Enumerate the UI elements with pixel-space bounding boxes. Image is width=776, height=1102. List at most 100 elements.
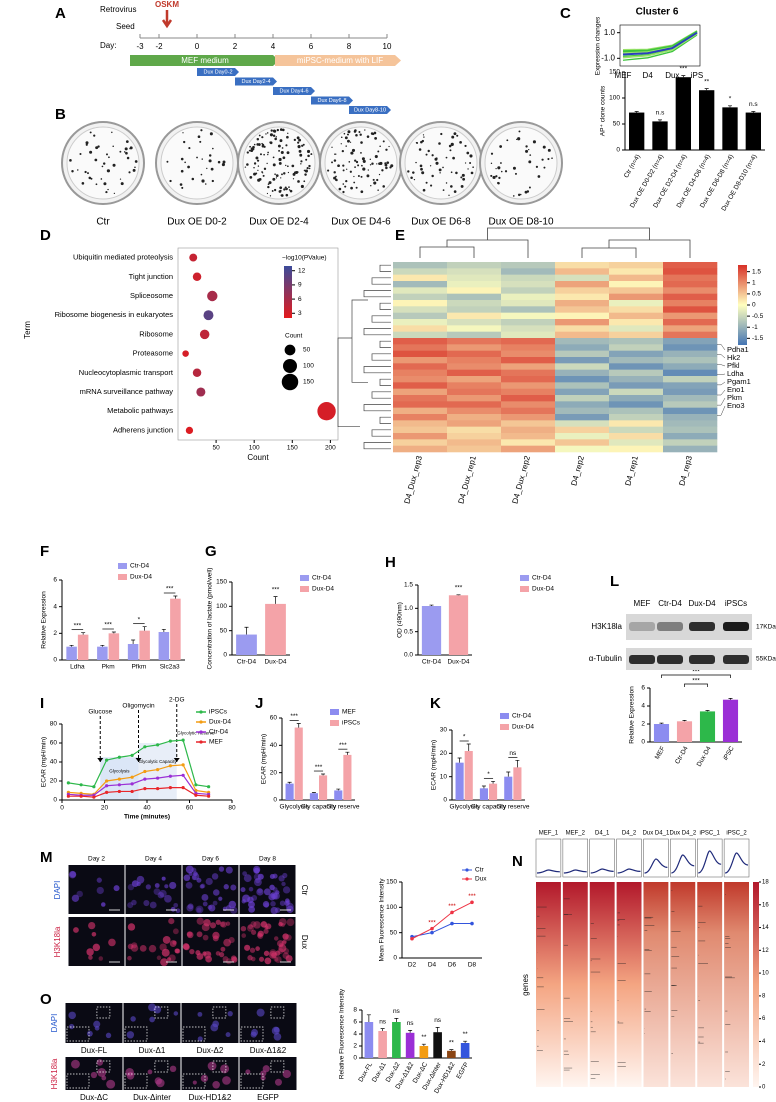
y-axis-label: Relative Expression [629,686,636,744]
colony [413,178,416,181]
nucleus [263,950,270,957]
colorbar-tick: 6 [762,1016,766,1022]
heatmap-cell [501,445,556,453]
colony [462,177,466,181]
x-tick-label: Pkm [102,664,115,671]
nucleus [108,938,116,947]
nucleus [202,934,209,941]
colony [439,172,441,174]
nucleus [260,1070,267,1077]
heatmap-cell [501,268,556,275]
nucleus [126,1071,135,1080]
colony [211,179,214,183]
band [689,622,715,631]
nucleus [247,955,253,961]
heatmap-cell [555,293,610,301]
nucleus [97,1067,107,1077]
significance: ns [509,750,517,757]
point [430,930,434,935]
legend-swatch [500,724,509,730]
colony [273,188,277,192]
significance: *** [104,622,112,629]
error-bar [69,644,74,647]
nucleus [71,894,80,902]
nucleus [161,876,166,881]
point [470,921,474,926]
heatmap-cell [555,268,610,275]
colony [360,141,363,144]
x-tick-label: MEF [615,71,632,80]
nucleus [246,924,254,932]
band [657,622,683,631]
colony [421,171,425,175]
colony [385,148,388,151]
colony [453,132,457,136]
nucleus [282,939,287,944]
y-tick-label: 0.0 [404,652,413,659]
panel-letter: C [560,5,571,22]
colony [258,134,261,137]
legend-marker [465,877,469,881]
colony [261,143,265,147]
bar [479,788,488,800]
dot [182,350,189,357]
profile [590,868,614,874]
colony [129,146,133,150]
heatmap-cell [501,262,556,269]
media-label: miPSC-medium with LIF [297,56,383,65]
heatmap-cell [609,319,664,326]
nucleus [271,893,278,900]
bar [170,598,181,660]
micrograph [239,1003,297,1043]
colony [381,169,384,172]
nucleus [274,1078,282,1086]
nucleus [199,884,205,889]
colony [354,129,357,132]
heatmap-cell [393,382,448,389]
colony [348,161,351,163]
point [130,775,134,779]
heatmap-cell [447,281,502,288]
x-tick-label: EGFP [455,1061,470,1080]
profile [644,858,668,874]
x-tick-label: 0 [60,805,64,812]
legend-label: Dux-D4 [512,724,534,731]
colony [370,185,372,187]
nucleus [269,950,277,959]
heatmap-cell [447,369,502,377]
profile-frame [562,838,588,878]
colony [111,131,113,134]
colony [275,177,278,179]
mef-bar [130,55,279,66]
legend-label: Ctr-D4 [312,575,332,582]
heatmap-cell [393,357,448,364]
nucleus [248,905,256,913]
stain-label: DAPI [50,1014,59,1033]
size-label: 50 [303,347,311,354]
heatmap-cell [609,325,664,332]
heatmap-cell [555,312,610,320]
gene-label: Ldha [727,369,745,378]
nucleus [196,877,202,883]
gene-label: Pdha1 [727,345,749,354]
y-tick-label: 1.0 [404,605,413,612]
colony [265,133,267,135]
heatmap-cell [393,331,448,339]
heatmap-cell [663,274,718,282]
y-tick-label: 8 [353,1007,357,1014]
colony [278,149,281,152]
nucleus [196,953,204,960]
colony [301,144,304,147]
y-tick-label: 0 [223,652,227,659]
nucleus [96,877,102,883]
heatmap-cell [501,350,556,358]
legend-swatch [118,563,127,569]
nucleus [185,882,193,889]
colony [499,145,503,148]
heatmap-cell [501,382,556,389]
colorbar-tick: 1.5 [752,268,761,275]
point [130,753,134,757]
colorbar [753,882,759,1087]
band [689,655,715,664]
colony [420,167,423,171]
